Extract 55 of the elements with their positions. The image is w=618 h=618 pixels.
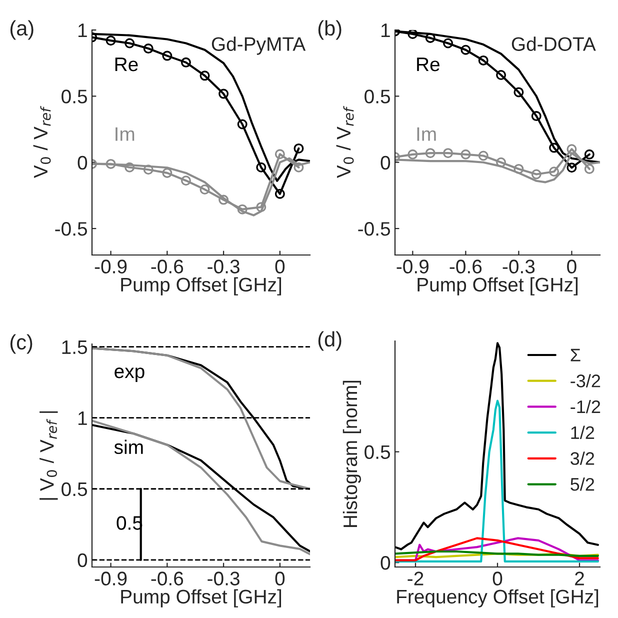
x-tick-label: -0.9 (94, 260, 127, 274)
x-tick-label: -0.9 (396, 260, 429, 274)
chart-title: (b) (318, 20, 342, 40)
y-tick-label: 1 (78, 24, 87, 38)
x-tick-label: 0 (492, 572, 502, 586)
y-axis-title: V$_{0}$ / V$_{ref}$ (33, 106, 51, 178)
y-tick-label: 1.5 (62, 340, 88, 354)
y-tick-label: 0.5 (364, 445, 390, 460)
x-tick-label: -0.6 (151, 260, 184, 274)
y-tick-label: 0.5 (62, 90, 88, 104)
chart-title: (c) (10, 334, 32, 354)
chart-title: (d) (318, 331, 342, 351)
series-label: Im (417, 127, 436, 141)
legend-label: 1/2 (571, 426, 594, 440)
legend-label: 3/2 (570, 452, 594, 465)
x-tick-label: 2 (575, 572, 584, 586)
y-axis-title: | V$_{0}$ / V$_{ref}$ | (40, 411, 58, 500)
x-axis-title: Pump Offset [GHz] (121, 589, 282, 608)
x-axis-title: Pump Offset [GHz] (121, 277, 282, 296)
chart-title: (a) (10, 20, 34, 40)
series-label: Re (417, 58, 440, 72)
legend-label: Σ (570, 348, 580, 362)
y-tick-label: 0 (78, 553, 88, 568)
y-axis-title: V$_{0}$ / V$_{ref}$ (336, 106, 354, 178)
x-axis-title: Pump Offset [GHz] (418, 277, 578, 296)
y-tick-label: 0 (380, 156, 390, 170)
y-tick-label: 0 (78, 156, 88, 170)
y-tick-label: 0.5 (364, 90, 390, 104)
annotation: Gd-PyMTA (212, 36, 306, 55)
x-tick-label: -0.3 (208, 572, 240, 586)
series-label: exp (114, 368, 144, 382)
y-tick-label: 1 (78, 412, 87, 425)
y-tick-label: -0.5 (55, 222, 88, 236)
x-tick-label: 0 (275, 572, 285, 586)
x-tick-label: -0.3 (208, 260, 240, 274)
x-tick-label: -0.6 (151, 572, 184, 586)
legend-label: 5/2 (570, 478, 594, 491)
series-label: Im (116, 127, 134, 141)
x-tick-label: -0.6 (450, 260, 482, 274)
y-tick-label: 1 (382, 24, 390, 38)
series-label: Re (115, 58, 138, 72)
y-tick-label: 0 (380, 556, 390, 570)
legend-label: -1/2 (570, 400, 600, 414)
series-label: sim (114, 440, 143, 454)
x-tick-label: -2 (408, 572, 424, 586)
annotation: Gd-DOTA (512, 36, 596, 51)
legend-label: -3/2 (570, 374, 600, 388)
y-axis-title: Histogram [norm] (342, 380, 362, 527)
x-tick-label: 0 (567, 260, 576, 274)
y-tick-label: 0.5 (62, 482, 88, 496)
y-tick-label: -0.5 (358, 222, 390, 236)
x-tick-label: 0 (275, 260, 285, 274)
x-tick-label: -0.9 (94, 572, 127, 586)
x-axis-title: Frequency Offset [GHz] (397, 589, 598, 608)
x-tick-label: -0.3 (502, 260, 535, 274)
